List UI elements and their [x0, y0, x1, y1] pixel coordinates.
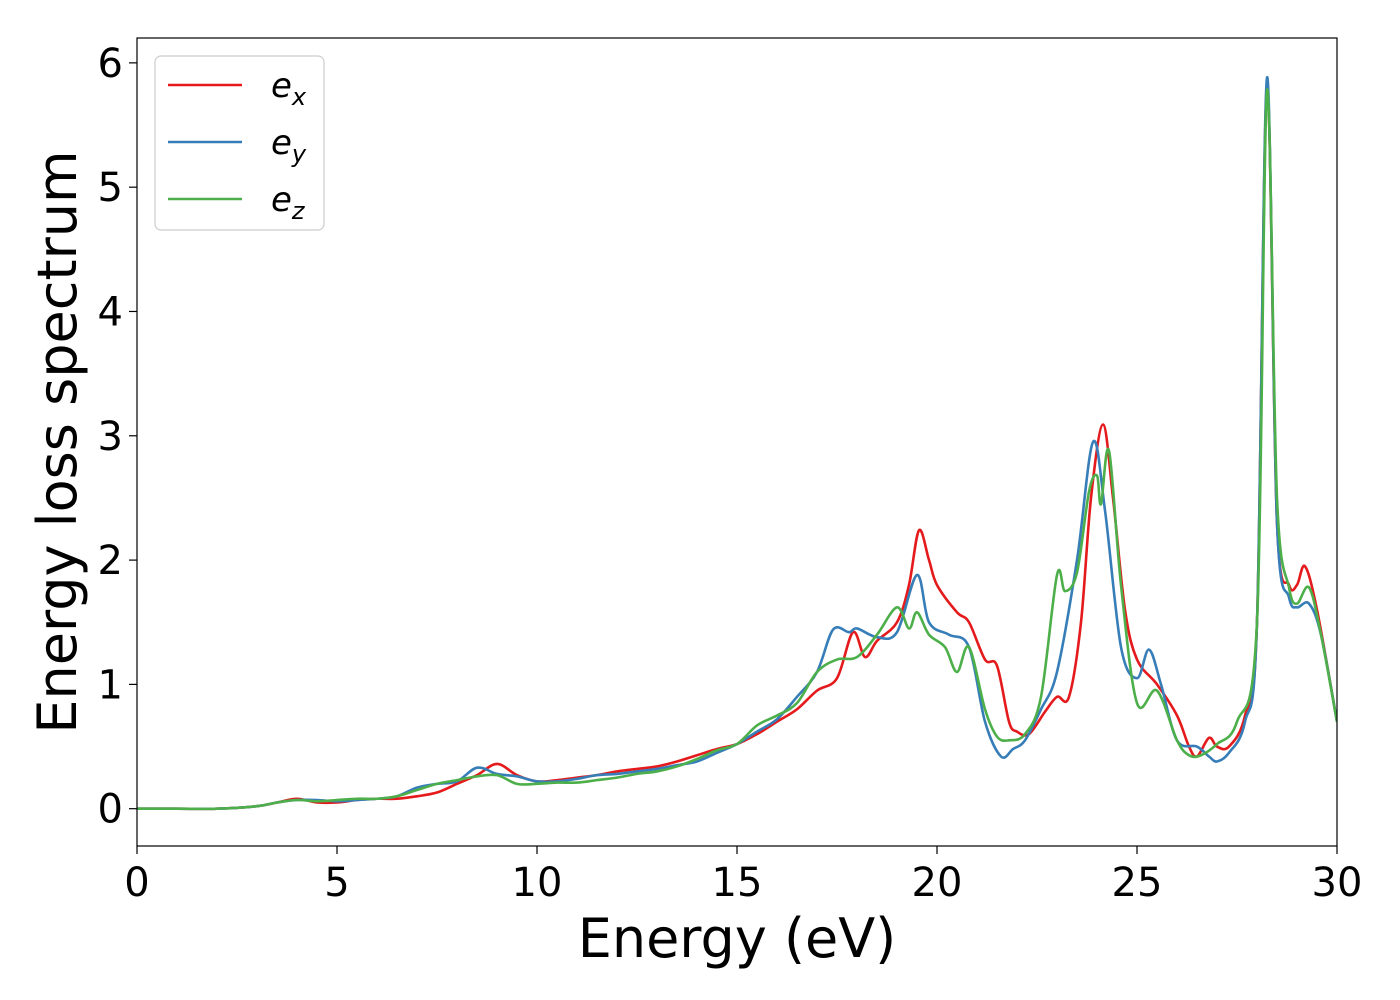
x-tick-label: 20 — [912, 860, 963, 906]
x-tick-label: 15 — [712, 860, 763, 906]
series-lines — [137, 76, 1337, 811]
series-line-x — [137, 83, 1337, 811]
y-tick-label: 3 — [98, 414, 123, 460]
plot-background — [137, 38, 1337, 846]
x-axis-label: Energy (eV) — [578, 907, 897, 970]
legend-label-z: ez — [271, 180, 306, 225]
x-tick-label: 10 — [512, 860, 563, 906]
y-tick-label: 4 — [98, 289, 123, 335]
y-tick-label: 1 — [98, 662, 123, 708]
y-axis-ticks: 0 1 2 3 4 5 6 — [98, 41, 137, 833]
legend: ex ey ez — [154, 55, 325, 231]
y-tick-label: 6 — [98, 41, 123, 87]
x-axis-ticks: 0 5 10 15 20 25 30 — [124, 846, 1362, 906]
y-tick-label: 0 — [98, 787, 123, 833]
legend-label-y: ey — [271, 123, 307, 168]
series-line-z — [137, 88, 1337, 811]
x-tick-label: 5 — [324, 860, 349, 906]
x-tick-label: 30 — [1312, 860, 1363, 906]
y-tick-label: 5 — [98, 165, 123, 211]
x-tick-label: 0 — [124, 860, 149, 906]
x-tick-label: 25 — [1112, 860, 1163, 906]
legend-label-x: ex — [271, 66, 307, 111]
y-axis-label: Energy loss spectrum — [26, 150, 89, 733]
y-tick-label: 2 — [98, 538, 123, 584]
